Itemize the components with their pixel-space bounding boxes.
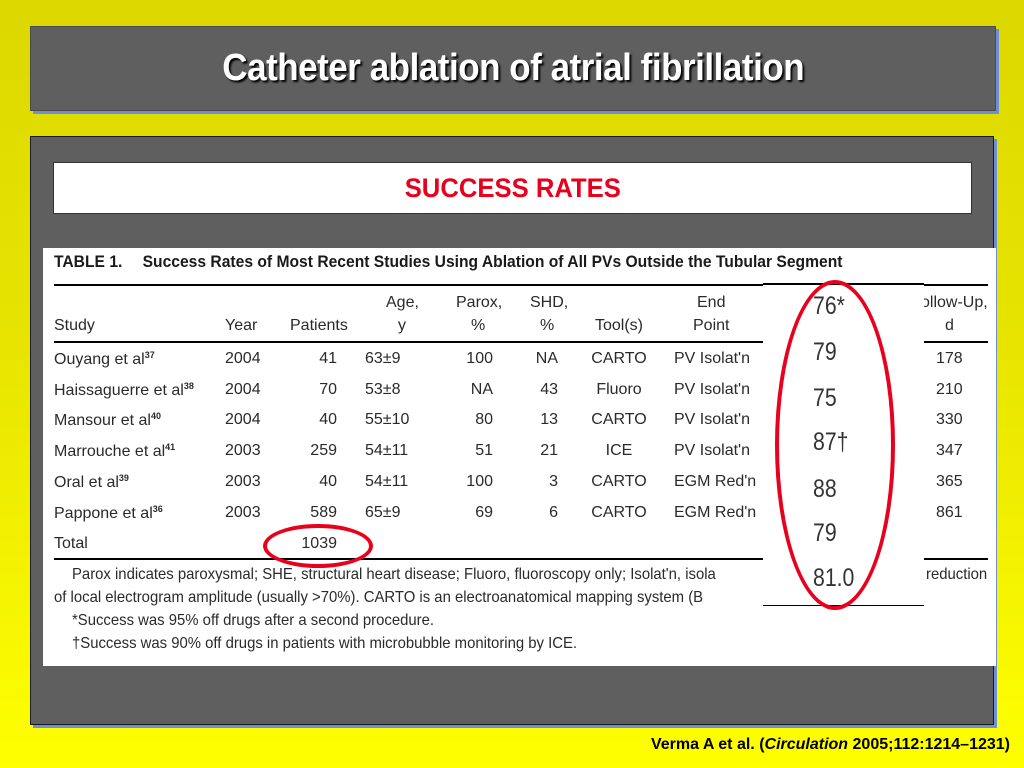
age: 54±11 xyxy=(365,442,409,459)
footnote-asterisk: *Success was 95% off drugs after a secon… xyxy=(72,612,435,629)
footnote-line-1-end: reduction xyxy=(926,566,988,583)
table-caption-text: Success Rates of Most Recent Studies Usi… xyxy=(142,252,843,271)
followup: 178 xyxy=(936,350,963,367)
header-age-2: y xyxy=(398,317,406,334)
table-top-rule xyxy=(54,284,988,286)
tools: CARTO xyxy=(591,350,647,367)
parox: 80 xyxy=(475,411,493,428)
endpoint: PV Isolat'n xyxy=(674,411,750,428)
ref-number: 40 xyxy=(150,411,161,421)
parox: 51 xyxy=(475,442,493,459)
header-patients: Patients xyxy=(290,317,348,334)
patients: 40 xyxy=(319,411,337,428)
citation: Verma A et al. (Circulation 2005;112:121… xyxy=(651,736,1010,754)
tools: ICE xyxy=(605,442,633,459)
slide-title-bar: Catheter ablation of atrial fibrillation xyxy=(30,26,996,111)
total-label: Total xyxy=(54,535,88,552)
shd: 13 xyxy=(540,411,558,428)
study-name: Oral et al xyxy=(54,474,119,491)
age: 54±11 xyxy=(365,473,409,490)
ref-number: 37 xyxy=(144,350,155,360)
parox: NA xyxy=(470,381,493,398)
age: 53±8 xyxy=(365,381,401,398)
study-name: Haissaguerre et al xyxy=(54,382,184,399)
study-name: Marrouche et al xyxy=(54,443,166,460)
header-study: Study xyxy=(54,317,95,334)
year: 2003 xyxy=(225,504,261,521)
shd: NA xyxy=(535,350,558,367)
subtitle: SUCCESS RATES xyxy=(404,172,621,203)
tools: CARTO xyxy=(591,473,647,490)
header-followup-1: ollow-Up, xyxy=(921,294,988,311)
followup: 210 xyxy=(936,381,963,398)
followup: 861 xyxy=(936,504,963,521)
shd: 43 xyxy=(540,381,558,398)
study-name: Pappone et al xyxy=(54,505,153,522)
tools: Fluoro xyxy=(596,381,642,398)
patients: 41 xyxy=(319,350,337,367)
patients: 40 xyxy=(319,473,337,490)
study-name: Ouyang et al xyxy=(54,351,145,368)
endpoint: PV Isolat'n xyxy=(674,381,750,398)
tools: CARTO xyxy=(591,411,647,428)
shd: 3 xyxy=(549,473,558,490)
ref-number: 39 xyxy=(118,473,129,483)
header-year: Year xyxy=(225,317,258,334)
endpoint: PV Isolat'n xyxy=(674,350,750,367)
year: 2003 xyxy=(225,473,261,490)
parox: 100 xyxy=(466,473,493,490)
age: 65±9 xyxy=(365,504,401,521)
patients: 589 xyxy=(310,504,337,521)
footnote-dagger: †Success was 90% off drugs in patients w… xyxy=(72,635,578,652)
highlight-ellipse-total xyxy=(263,524,373,568)
table-bottom-rule xyxy=(54,558,988,560)
endpoint: EGM Red'n xyxy=(674,504,757,521)
shd: 21 xyxy=(540,442,558,459)
header-endpoint-2: Point xyxy=(693,317,730,334)
header-parox-1: Parox, xyxy=(456,294,503,311)
endpoint: PV Isolat'n xyxy=(674,442,750,459)
patients: 259 xyxy=(310,442,337,459)
citation-journal: Circulation xyxy=(764,736,849,753)
year: 2004 xyxy=(225,411,261,428)
endpoint: EGM Red'n xyxy=(674,473,757,490)
tools: CARTO xyxy=(591,504,647,521)
study-name: Mansour et al xyxy=(54,412,151,429)
shd: 6 xyxy=(549,504,558,521)
table-caption-label: TABLE 1. xyxy=(54,252,123,271)
citation-authors: Verma A et al. ( xyxy=(650,736,765,753)
followup: 347 xyxy=(936,442,963,459)
header-age-1: Age, xyxy=(386,294,419,311)
subtitle-box: SUCCESS RATES xyxy=(53,162,972,214)
year: 2004 xyxy=(225,381,261,398)
footnote-line-1: Parox indicates paroxysmal; SHE, structu… xyxy=(72,566,716,583)
header-tools: Tool(s) xyxy=(595,317,644,334)
ref-number: 41 xyxy=(165,442,176,452)
header-bottom-rule xyxy=(54,341,988,343)
header-shd-1: SHD, xyxy=(530,294,569,311)
highlight-ellipse-success xyxy=(775,280,895,610)
followup: 365 xyxy=(936,473,963,490)
footnote-line-2: of local electrogram amplitude (usually … xyxy=(54,589,704,606)
table-caption: TABLE 1. Success Rates of Most Recent Stu… xyxy=(54,252,842,272)
parox: 100 xyxy=(466,350,493,367)
year: 2004 xyxy=(225,350,261,367)
age: 55±10 xyxy=(365,411,410,428)
age: 63±9 xyxy=(365,350,401,367)
header-shd-2: % xyxy=(540,317,555,334)
followup: 330 xyxy=(936,411,963,428)
slide-title: Catheter ablation of atrial fibrillation xyxy=(222,47,804,89)
parox: 69 xyxy=(475,504,493,521)
header-endpoint-1: End xyxy=(697,294,726,311)
patients: 70 xyxy=(319,381,337,398)
header-parox-2: % xyxy=(471,317,486,334)
header-followup-2: d xyxy=(945,317,954,334)
citation-details: 2005;112:1214–1231) xyxy=(848,736,1010,753)
ref-number: 36 xyxy=(152,504,163,514)
year: 2003 xyxy=(225,442,261,459)
ref-number: 38 xyxy=(183,381,194,391)
